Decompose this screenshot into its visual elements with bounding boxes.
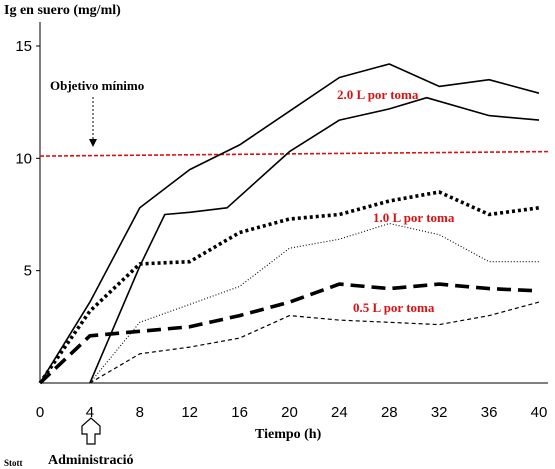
series-line-6-dashed-light [89,301,540,384]
annotation-05l: 0.5 L por toma [353,300,435,315]
y-tick-label: 15 [15,38,32,55]
series-line-2-solid [89,96,540,384]
x-tick-label: 32 [431,404,448,421]
y-ticks: 5 10 15 [15,38,40,280]
x-tick-label: 36 [481,404,498,421]
x-tick-label: 40 [531,404,548,421]
credit-label: Stott [4,458,23,468]
administration-label: Administració [48,453,134,468]
x-tick-label: 8 [136,404,144,421]
annotation-1l: 1.0 L por toma [373,210,455,225]
target-arrow-head [89,139,97,147]
axes [39,22,548,384]
x-tick-label: 0 [36,404,44,421]
annotation-2l: 2.0 L por toma [337,87,419,102]
x-ticks: 0 4 8 12 16 20 24 28 32 36 40 [36,404,548,421]
target-line [39,150,549,157]
series-line-3-dotted-heavy [38,190,540,385]
x-tick-label: 20 [281,404,298,421]
x-tick-label: 28 [381,404,398,421]
series-line-5-dashed-heavy [38,282,540,385]
target-label: Objetivo mínimo [50,78,144,93]
series-line-1-solid [39,63,540,384]
series-layer [38,63,540,385]
y-tick-label: 5 [24,263,32,280]
x-tick-label: 12 [181,404,198,421]
y-axis-title: Ig en suero (mg/ml) [4,3,121,18]
administration-arrow-icon [81,417,101,445]
y-tick-label: 10 [15,150,32,167]
x-tick-label: 24 [331,404,348,421]
x-tick-label: 4 [86,404,94,421]
x-axis-title: Tiempo (h) [255,427,322,442]
series-line-4-dotted-light [89,222,539,384]
x-tick-label: 16 [231,404,248,421]
